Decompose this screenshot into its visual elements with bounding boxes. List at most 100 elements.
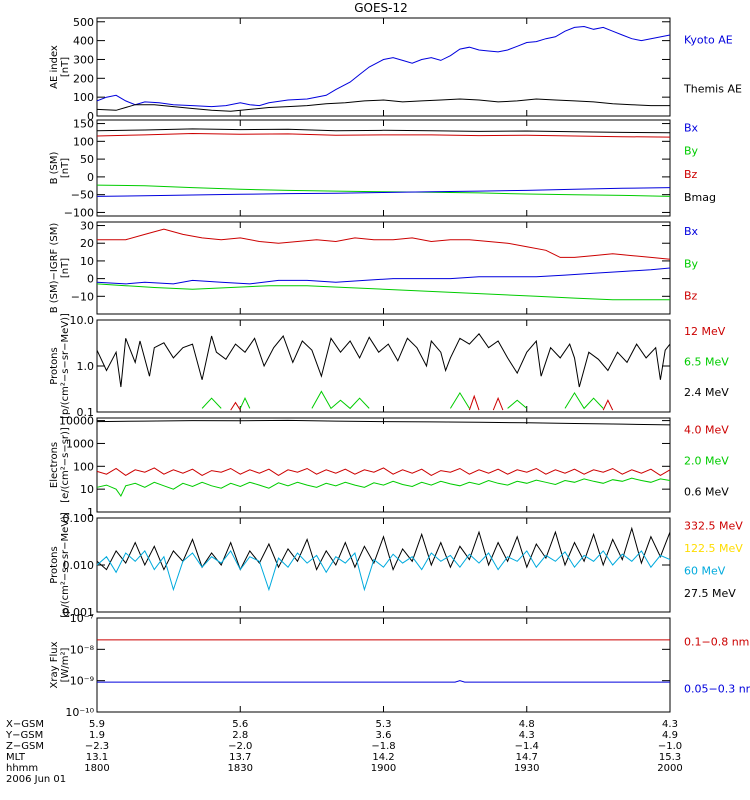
- x-row-value: −1.8: [371, 741, 395, 752]
- x-row-label: MLT: [6, 752, 26, 763]
- series-line: [492, 396, 504, 411]
- x-row-value: 13.7: [229, 752, 251, 763]
- x-row-value: 5.9: [89, 719, 105, 730]
- legend-label: Themis AE: [683, 83, 742, 96]
- y-tick-label: 0.100: [63, 512, 95, 525]
- x-axis-table: X−GSM 5.9 5.6 5.3 4.8 4.3Y−GSM 1.9 2.8 3.6 4.3 4.9…: [5, 719, 683, 785]
- series-line: [468, 394, 480, 411]
- series-line: [97, 228, 671, 260]
- y-tick-label: 10⁻⁹: [70, 675, 94, 688]
- x-row-value: 14.7: [516, 752, 538, 763]
- panel-frame: [96, 617, 671, 713]
- x-row-value: −2.3: [85, 741, 109, 752]
- x-row-value: 4.3: [519, 730, 535, 741]
- y-tick-label: 30: [80, 220, 94, 233]
- x-row-label: Z−GSM: [6, 741, 44, 752]
- y-axis-label: Protons[p/(cm²−s−sr−MeV)]: [49, 512, 71, 618]
- legend-label: By: [684, 257, 699, 270]
- series-line: [96, 419, 671, 426]
- y-tick-label: 50: [80, 153, 94, 166]
- series-line: [96, 98, 670, 112]
- panel-7: 10⁻¹⁰ 10⁻⁹ 10⁻⁸ 10⁻⁷ Xray Flux[W/m²] 0.1−0.8 …: [49, 612, 750, 719]
- x-row-value: 14.2: [372, 752, 394, 763]
- legend-label: 27.5 MeV: [684, 587, 736, 600]
- legend-label: 4.0 MeV: [684, 423, 729, 436]
- legend-label: 122.5 MeV: [684, 542, 743, 555]
- y-axis-label: Protons[p/(cm²−s−sr−MeV)]: [49, 313, 71, 419]
- legend-label: Bmag: [684, 191, 716, 204]
- y-tick-label: 100: [73, 135, 94, 148]
- date-label: 2006 Jun 01: [6, 774, 66, 785]
- x-row-value: 15.3: [659, 752, 681, 763]
- x-row-value: −1.0: [658, 741, 682, 752]
- y-axis-label: AE index[nT]: [49, 45, 71, 89]
- x-row-value: 2.8: [232, 730, 248, 741]
- panel-1: 0 100 200 300 400 500 AE index[nT] Kyoto AE Them…: [49, 16, 742, 123]
- x-row-value: 4.3: [662, 719, 678, 730]
- panel-frame: [96, 517, 671, 613]
- y-tick-label: 300: [73, 53, 94, 66]
- x-row-label: hhmm: [6, 763, 38, 774]
- y-tick-label: 10000: [59, 415, 94, 428]
- series-line: [96, 526, 671, 572]
- y-tick-label: 400: [73, 35, 94, 48]
- legend-label: Bz: [684, 290, 698, 303]
- y-tick-label: 0.001: [63, 606, 95, 619]
- series-line: [564, 391, 604, 410]
- panel-frame: [96, 417, 671, 513]
- x-row-value: 1830: [228, 763, 253, 774]
- legend-label: By: [684, 145, 699, 158]
- x-row-label: X−GSM: [6, 719, 44, 730]
- y-tick-label: 1000: [66, 437, 94, 450]
- y-tick-label: 100: [73, 91, 94, 104]
- x-row-value: 1800: [84, 763, 109, 774]
- x-row-value: 4.8: [519, 719, 535, 730]
- y-axis-label: B (SM)[nT]: [49, 151, 71, 184]
- legend-label: 332.5 MeV: [684, 520, 743, 533]
- x-row-value: 13.1: [86, 752, 108, 763]
- series-line: [96, 267, 671, 285]
- panel-2: −100 −50 0 50 100 150 B (SM)[nT] Bx By Bz Bmag: [49, 118, 716, 220]
- panel-frame: [96, 221, 671, 315]
- y-axis-label: B (SM)−IGRF (SM)[nT]: [49, 223, 71, 314]
- legend-label: 60 MeV: [684, 565, 726, 578]
- legend-label: 0.1−0.8 nm: [684, 636, 749, 649]
- series-line: [311, 390, 370, 410]
- series-line: [96, 132, 671, 138]
- legend-label: Bx: [684, 225, 699, 238]
- y-tick-label: −10: [71, 290, 94, 303]
- x-row-value: 1.9: [89, 730, 105, 741]
- panel-6: 0.001 0.010 0.100Protons[p/(cm²−s−sr−MeV)]…: [49, 512, 743, 619]
- legend-label: Bx: [684, 122, 699, 135]
- legend-label: Kyoto AE: [684, 34, 733, 47]
- y-tick-label: 150: [73, 118, 94, 131]
- series-line: [507, 399, 528, 409]
- y-tick-label: −50: [71, 189, 94, 202]
- plot-title: GOES-12: [354, 1, 408, 15]
- y-tick-label: 10⁻⁸: [70, 643, 95, 656]
- series-line: [96, 467, 671, 476]
- x-row-value: 4.9: [662, 730, 678, 741]
- x-row-value: −2.0: [228, 741, 252, 752]
- y-tick-label: 0: [87, 171, 94, 184]
- y-tick-label: 10⁻¹⁰: [65, 706, 94, 719]
- series-line: [96, 283, 670, 301]
- y-tick-label: 1: [87, 506, 94, 519]
- series-line: [96, 128, 671, 134]
- panels: 0 100 200 300 400 500 AE index[nT] Kyoto AE Them…: [49, 16, 750, 719]
- y-tick-label: −100: [64, 206, 94, 219]
- series-line: [239, 397, 251, 409]
- series-line: [602, 399, 614, 411]
- legend-label: 6.5 MeV: [684, 355, 729, 368]
- legend-label: 12 MeV: [684, 325, 726, 338]
- x-row-value: 5.6: [232, 719, 248, 730]
- y-tick-label: 20: [80, 237, 94, 250]
- x-row-value: 3.6: [376, 730, 392, 741]
- series-line: [96, 25, 671, 108]
- y-tick-label: 500: [73, 16, 94, 29]
- y-tick-label: 200: [73, 72, 94, 85]
- panel-3: −10 0 10 20 30 B (SM)−IGRF (SM)[nT] Bx By Bz: [49, 220, 699, 315]
- panel-frame: [96, 119, 671, 217]
- x-row-label: Y−GSM: [5, 730, 43, 741]
